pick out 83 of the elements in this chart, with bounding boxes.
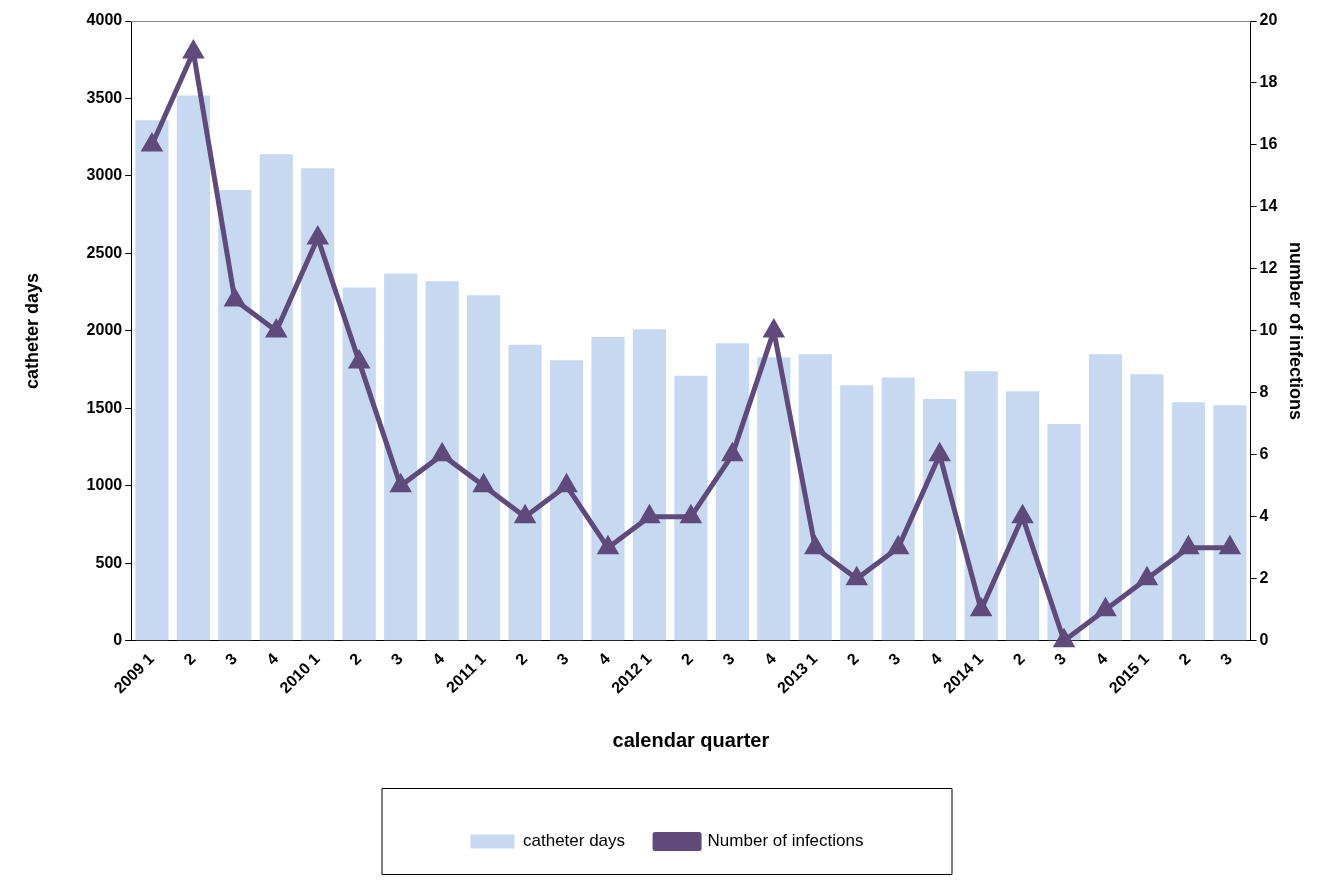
bar [881, 377, 915, 641]
point [764, 320, 784, 338]
point [308, 227, 328, 245]
x-tick-label: 4 [926, 649, 945, 669]
y2-tick-label: 16 [1259, 135, 1278, 153]
legend-label: catheter days [523, 831, 626, 851]
y2-tick-label: 0 [1259, 631, 1269, 649]
bar [923, 399, 957, 641]
point [805, 537, 825, 555]
y-tick-label: 2000 [86, 321, 123, 339]
x-tick-label: 3 [885, 649, 904, 669]
bar [135, 120, 169, 641]
point [349, 351, 369, 369]
y2-tick-label: 8 [1259, 383, 1269, 401]
x-tick-label: 2 [1009, 649, 1028, 669]
x-tick-label: 4 [263, 649, 282, 669]
y-axis-title: catheter days [21, 272, 42, 389]
y-tick-label: 3000 [86, 166, 123, 184]
y-tick-label: 3500 [86, 88, 123, 106]
bar [1088, 354, 1123, 641]
x-tick-label: 4 [760, 649, 780, 669]
y-tick-label: 0 [113, 631, 123, 649]
y2-tick-label: 2 [1259, 569, 1269, 587]
bar [964, 371, 998, 641]
point [142, 134, 162, 152]
x-tick-label: 2 [346, 649, 365, 669]
bar [425, 281, 459, 641]
bar [1213, 405, 1247, 641]
bar [467, 295, 501, 641]
bar [1005, 391, 1040, 641]
point [183, 41, 203, 59]
y-tick-label: 1500 [86, 398, 123, 416]
bar [384, 273, 418, 641]
bar [301, 168, 335, 641]
y2-tick-label: 18 [1259, 73, 1278, 91]
x-tick-label: 4 [594, 649, 614, 669]
bar [674, 375, 708, 641]
y2-tick-label: 4 [1259, 507, 1269, 525]
bar [549, 360, 584, 641]
x-tick-label: 2 [843, 649, 863, 669]
y-tick-label: 2500 [86, 243, 123, 261]
bar [632, 329, 667, 641]
x-tick-label: 3 [221, 649, 241, 669]
y-tick-label: 1000 [86, 476, 123, 494]
bar [1171, 402, 1205, 641]
bar [176, 95, 210, 641]
point [596, 535, 620, 555]
x-tick-label: 2 [1175, 649, 1194, 669]
legend-label: Number of infections [707, 831, 864, 851]
bar [798, 354, 832, 641]
bar [342, 287, 376, 641]
x-axis-title: calendar quarter [612, 728, 770, 751]
y2-axis-title: number of infections [1286, 241, 1307, 420]
bar [508, 344, 542, 641]
y2-tick-label: 10 [1259, 321, 1278, 339]
y-tick-label: 4000 [86, 11, 123, 29]
x-tick-label: 3 [1216, 649, 1236, 669]
point [225, 289, 245, 307]
x-tick-label: 4 [1092, 649, 1111, 669]
bar [218, 189, 252, 641]
y2-tick-label: 20 [1259, 11, 1278, 29]
bar [715, 343, 749, 641]
bar [757, 357, 791, 641]
point [1137, 568, 1157, 586]
x-tick-label: 3 [553, 649, 572, 669]
x-tick-label: 2 [180, 649, 199, 669]
point [1052, 628, 1076, 648]
bar [840, 385, 874, 641]
bar [591, 337, 625, 641]
y2-tick-label: 12 [1259, 259, 1278, 277]
x-tick-label: 3 [719, 649, 738, 669]
x-tick-label: 3 [1050, 649, 1070, 669]
bar [1130, 374, 1164, 641]
x-tick-label: 3 [387, 649, 406, 669]
y2-tick-label: 6 [1259, 445, 1269, 463]
y-tick-label: 500 [95, 553, 123, 571]
bar [259, 154, 293, 641]
x-tick-label: 2 [677, 649, 697, 669]
point [266, 320, 286, 338]
y2-tick-label: 14 [1259, 197, 1278, 215]
x-tick-label: 2 [511, 649, 531, 669]
bar [1047, 423, 1081, 641]
x-tick-label: 4 [429, 649, 448, 669]
